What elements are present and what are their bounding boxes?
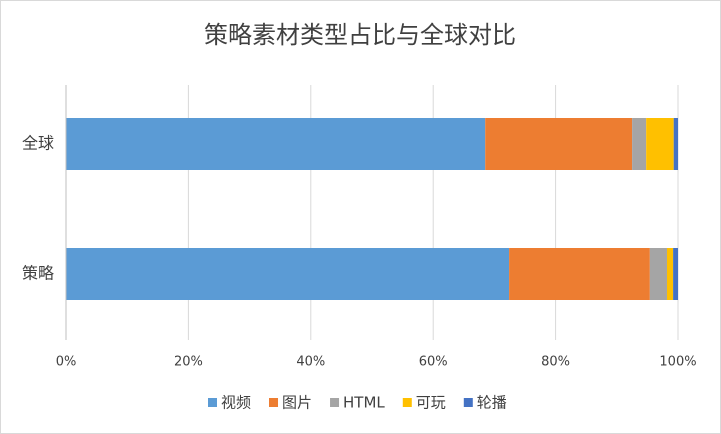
bar-segment (509, 248, 650, 300)
bar-segment (66, 118, 486, 170)
legend-label: 轮播 (477, 394, 507, 412)
legend-marker (208, 398, 217, 407)
legend-label: 可玩 (416, 394, 446, 412)
x-tick-label: 0% (56, 355, 77, 370)
legend-marker (463, 398, 473, 407)
bar-segment (673, 118, 678, 170)
x-tick-label: 20% (174, 355, 203, 370)
y-tick-label: 全球 (22, 134, 54, 153)
legend-marker (330, 398, 340, 407)
legend-label: 图片 (282, 394, 312, 412)
chart-title: 策略素材类型占比与全球对比 (204, 21, 516, 49)
legend-label: 视频 (221, 394, 251, 412)
x-tick-label: 100% (659, 355, 696, 370)
x-tick-label: 40% (296, 355, 325, 370)
x-tick-label: 60% (419, 355, 448, 370)
bar-segment (673, 248, 678, 300)
bar-segment (649, 248, 667, 300)
bar-segment (666, 248, 674, 300)
legend-label: HTML (343, 394, 385, 412)
bar-segment (66, 248, 510, 300)
bar-segment (485, 118, 633, 170)
legend-marker (402, 398, 412, 407)
y-tick-label: 策略 (22, 264, 54, 283)
legend-marker (269, 398, 279, 407)
bar-segment (646, 118, 674, 170)
bar-segment (632, 118, 647, 170)
x-tick-label: 80% (541, 355, 570, 370)
